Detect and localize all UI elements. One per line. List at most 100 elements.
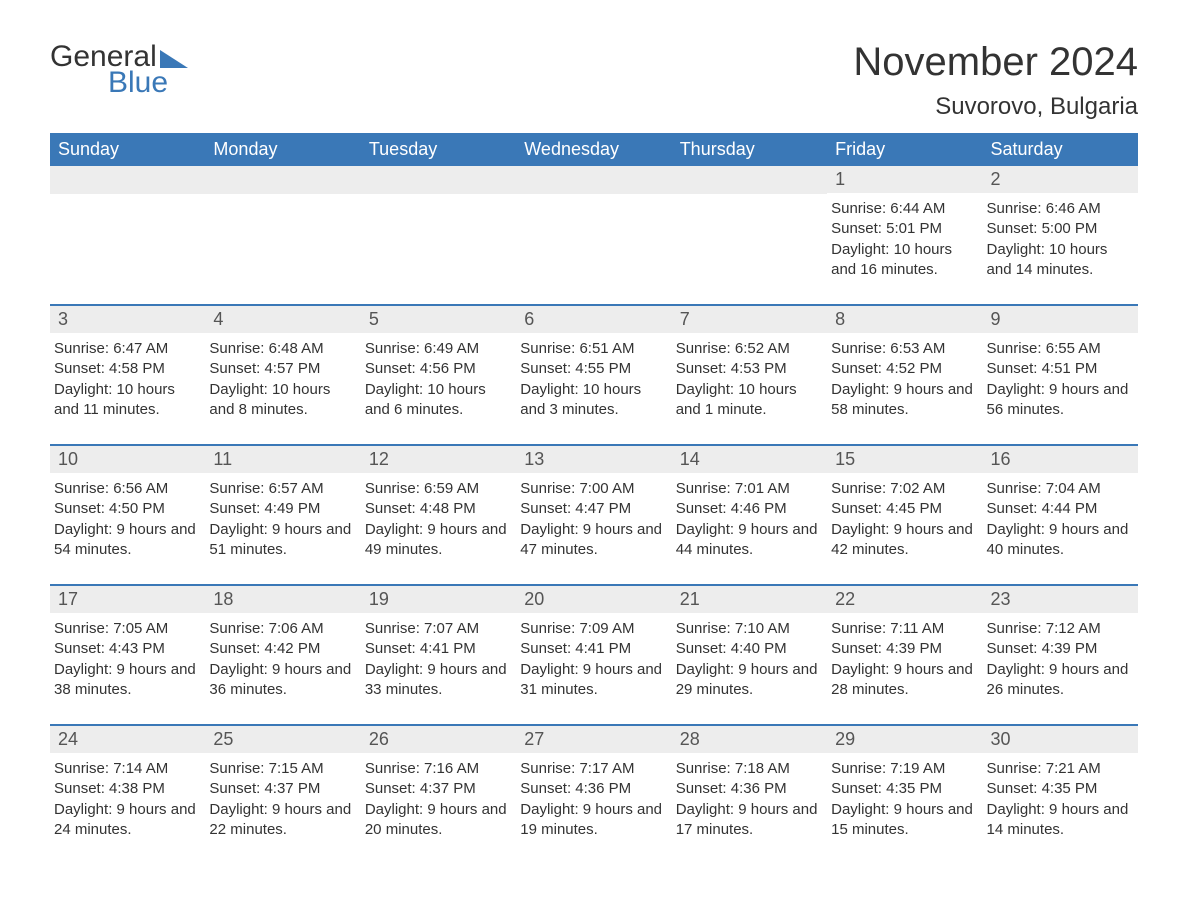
- sunset-line: Sunset: 4:39 PM: [831, 639, 974, 659]
- daylight-line: Daylight: 9 hours and 22 minutes.: [209, 800, 352, 841]
- week-row: 3Sunrise: 6:47 AMSunset: 4:58 PMDaylight…: [50, 304, 1138, 426]
- logo-triangle-icon: [160, 50, 188, 68]
- sunrise-line: Sunrise: 7:14 AM: [54, 759, 197, 779]
- sunrise-line: Sunrise: 7:04 AM: [987, 479, 1130, 499]
- day-cell: 25Sunrise: 7:15 AMSunset: 4:37 PMDayligh…: [205, 726, 360, 846]
- daylight-line: Daylight: 9 hours and 28 minutes.: [831, 660, 974, 701]
- sunset-line: Sunset: 4:48 PM: [365, 499, 508, 519]
- empty-cell: [50, 166, 205, 286]
- day-cell: 4Sunrise: 6:48 AMSunset: 4:57 PMDaylight…: [205, 306, 360, 426]
- sunset-line: Sunset: 4:35 PM: [831, 779, 974, 799]
- logo: General Blue: [50, 40, 188, 100]
- day-number: 21: [672, 586, 827, 613]
- sunrise-line: Sunrise: 7:19 AM: [831, 759, 974, 779]
- daylight-line: Daylight: 9 hours and 56 minutes.: [987, 380, 1130, 421]
- day-number: 7: [672, 306, 827, 333]
- day-number: 2: [983, 166, 1138, 193]
- daylight-line: Daylight: 9 hours and 14 minutes.: [987, 800, 1130, 841]
- day-number: [205, 166, 360, 194]
- daylight-line: Daylight: 10 hours and 16 minutes.: [831, 240, 974, 281]
- empty-cell: [205, 166, 360, 286]
- sunset-line: Sunset: 4:41 PM: [520, 639, 663, 659]
- sunset-line: Sunset: 4:36 PM: [676, 779, 819, 799]
- day-cell: 26Sunrise: 7:16 AMSunset: 4:37 PMDayligh…: [361, 726, 516, 846]
- day-cell: 14Sunrise: 7:01 AMSunset: 4:46 PMDayligh…: [672, 446, 827, 566]
- sunset-line: Sunset: 5:01 PM: [831, 219, 974, 239]
- sunrise-line: Sunrise: 7:06 AM: [209, 619, 352, 639]
- sunset-line: Sunset: 4:39 PM: [987, 639, 1130, 659]
- day-number: 27: [516, 726, 671, 753]
- weekday-label: Monday: [205, 133, 360, 166]
- day-number: 3: [50, 306, 205, 333]
- day-body: Sunrise: 7:04 AMSunset: 4:44 PMDaylight:…: [983, 473, 1138, 560]
- day-number: [672, 166, 827, 194]
- day-cell: 22Sunrise: 7:11 AMSunset: 4:39 PMDayligh…: [827, 586, 982, 706]
- sunset-line: Sunset: 4:55 PM: [520, 359, 663, 379]
- day-number: 10: [50, 446, 205, 473]
- day-body: Sunrise: 7:18 AMSunset: 4:36 PMDaylight:…: [672, 753, 827, 840]
- sunset-line: Sunset: 4:50 PM: [54, 499, 197, 519]
- day-body: Sunrise: 6:57 AMSunset: 4:49 PMDaylight:…: [205, 473, 360, 560]
- day-cell: 1Sunrise: 6:44 AMSunset: 5:01 PMDaylight…: [827, 166, 982, 286]
- day-cell: 23Sunrise: 7:12 AMSunset: 4:39 PMDayligh…: [983, 586, 1138, 706]
- day-cell: 12Sunrise: 6:59 AMSunset: 4:48 PMDayligh…: [361, 446, 516, 566]
- day-number: 30: [983, 726, 1138, 753]
- daylight-line: Daylight: 10 hours and 3 minutes.: [520, 380, 663, 421]
- sunrise-line: Sunrise: 7:18 AM: [676, 759, 819, 779]
- sunrise-line: Sunrise: 6:51 AM: [520, 339, 663, 359]
- day-body: Sunrise: 6:55 AMSunset: 4:51 PMDaylight:…: [983, 333, 1138, 420]
- day-cell: 9Sunrise: 6:55 AMSunset: 4:51 PMDaylight…: [983, 306, 1138, 426]
- day-body: Sunrise: 7:11 AMSunset: 4:39 PMDaylight:…: [827, 613, 982, 700]
- day-body: Sunrise: 6:51 AMSunset: 4:55 PMDaylight:…: [516, 333, 671, 420]
- daylight-line: Daylight: 9 hours and 24 minutes.: [54, 800, 197, 841]
- sunset-line: Sunset: 4:51 PM: [987, 359, 1130, 379]
- daylight-line: Daylight: 9 hours and 38 minutes.: [54, 660, 197, 701]
- day-body: Sunrise: 7:02 AMSunset: 4:45 PMDaylight:…: [827, 473, 982, 560]
- day-number: [361, 166, 516, 194]
- day-cell: 2Sunrise: 6:46 AMSunset: 5:00 PMDaylight…: [983, 166, 1138, 286]
- daylight-line: Daylight: 9 hours and 40 minutes.: [987, 520, 1130, 561]
- day-cell: 18Sunrise: 7:06 AMSunset: 4:42 PMDayligh…: [205, 586, 360, 706]
- weekday-label: Wednesday: [516, 133, 671, 166]
- sunrise-line: Sunrise: 6:52 AM: [676, 339, 819, 359]
- day-number: 9: [983, 306, 1138, 333]
- sunset-line: Sunset: 4:52 PM: [831, 359, 974, 379]
- day-body: Sunrise: 7:16 AMSunset: 4:37 PMDaylight:…: [361, 753, 516, 840]
- sunset-line: Sunset: 4:37 PM: [209, 779, 352, 799]
- sunset-line: Sunset: 4:45 PM: [831, 499, 974, 519]
- empty-cell: [672, 166, 827, 286]
- daylight-line: Daylight: 10 hours and 14 minutes.: [987, 240, 1130, 281]
- header: General Blue November 2024 Suvorovo, Bul…: [50, 40, 1138, 121]
- day-body: Sunrise: 6:56 AMSunset: 4:50 PMDaylight:…: [50, 473, 205, 560]
- sunrise-line: Sunrise: 6:59 AM: [365, 479, 508, 499]
- day-number: [516, 166, 671, 194]
- day-body: Sunrise: 7:00 AMSunset: 4:47 PMDaylight:…: [516, 473, 671, 560]
- sunrise-line: Sunrise: 7:01 AM: [676, 479, 819, 499]
- daylight-line: Daylight: 10 hours and 6 minutes.: [365, 380, 508, 421]
- day-number: 16: [983, 446, 1138, 473]
- sunrise-line: Sunrise: 7:10 AM: [676, 619, 819, 639]
- daylight-line: Daylight: 9 hours and 49 minutes.: [365, 520, 508, 561]
- day-body: Sunrise: 7:01 AMSunset: 4:46 PMDaylight:…: [672, 473, 827, 560]
- daylight-line: Daylight: 10 hours and 11 minutes.: [54, 380, 197, 421]
- daylight-line: Daylight: 9 hours and 36 minutes.: [209, 660, 352, 701]
- weekday-label: Thursday: [672, 133, 827, 166]
- sunset-line: Sunset: 4:36 PM: [520, 779, 663, 799]
- sunrise-line: Sunrise: 7:15 AM: [209, 759, 352, 779]
- week-row: 10Sunrise: 6:56 AMSunset: 4:50 PMDayligh…: [50, 444, 1138, 566]
- day-body: Sunrise: 6:46 AMSunset: 5:00 PMDaylight:…: [983, 193, 1138, 280]
- daylight-line: Daylight: 9 hours and 19 minutes.: [520, 800, 663, 841]
- week-row: 1Sunrise: 6:44 AMSunset: 5:01 PMDaylight…: [50, 166, 1138, 286]
- day-cell: 28Sunrise: 7:18 AMSunset: 4:36 PMDayligh…: [672, 726, 827, 846]
- week-row: 24Sunrise: 7:14 AMSunset: 4:38 PMDayligh…: [50, 724, 1138, 846]
- sunset-line: Sunset: 4:38 PM: [54, 779, 197, 799]
- day-body: Sunrise: 6:48 AMSunset: 4:57 PMDaylight:…: [205, 333, 360, 420]
- sunset-line: Sunset: 4:35 PM: [987, 779, 1130, 799]
- day-cell: 10Sunrise: 6:56 AMSunset: 4:50 PMDayligh…: [50, 446, 205, 566]
- sunrise-line: Sunrise: 7:12 AM: [987, 619, 1130, 639]
- day-body: Sunrise: 7:19 AMSunset: 4:35 PMDaylight:…: [827, 753, 982, 840]
- sunset-line: Sunset: 4:40 PM: [676, 639, 819, 659]
- day-number: 28: [672, 726, 827, 753]
- day-number: 20: [516, 586, 671, 613]
- daylight-line: Daylight: 9 hours and 26 minutes.: [987, 660, 1130, 701]
